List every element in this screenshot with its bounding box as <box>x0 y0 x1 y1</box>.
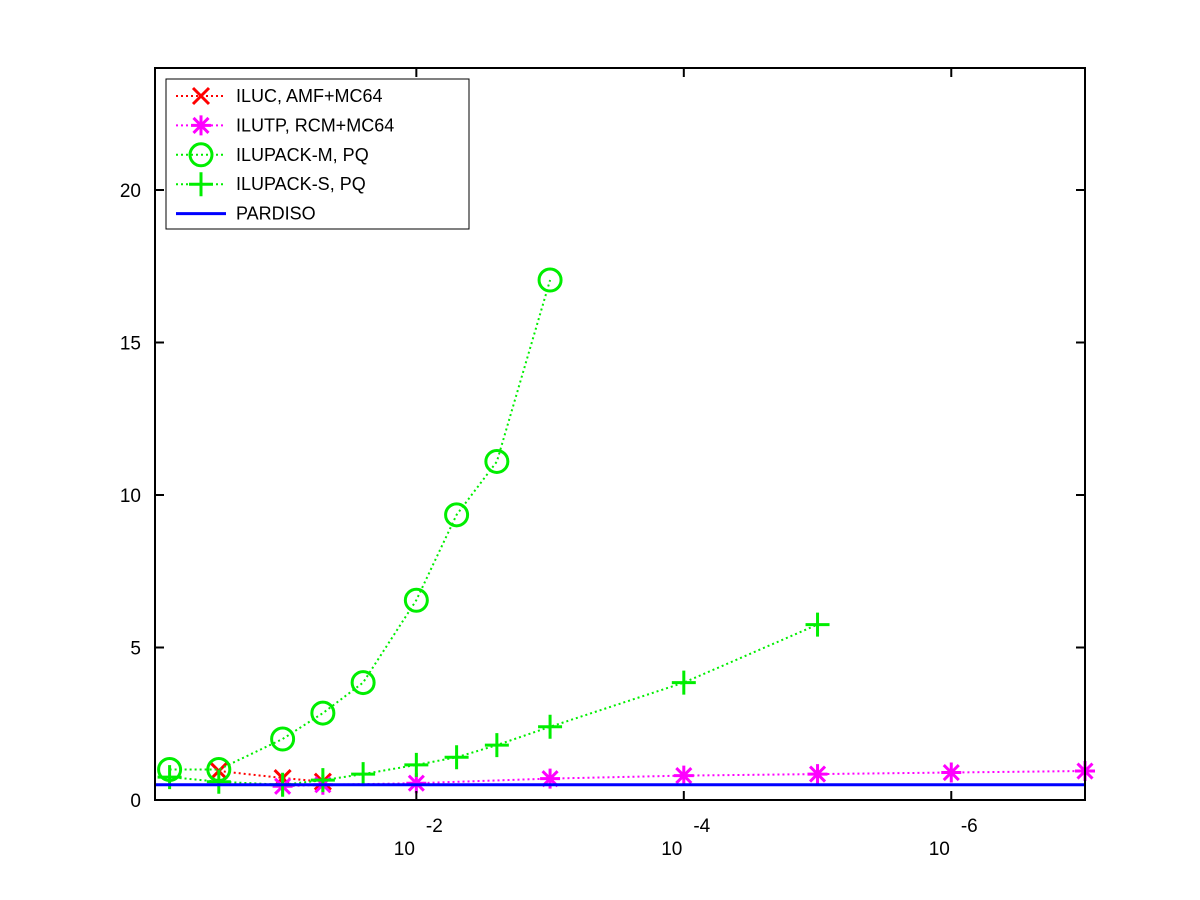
data-point-3-5 <box>404 752 429 777</box>
data-point-1-6 <box>941 762 962 783</box>
legend-marker-1 <box>191 115 211 136</box>
data-point-1-2 <box>406 773 427 794</box>
legend-label-2: ILUPACK-M, PQ <box>236 145 369 165</box>
legend-label-4: PARDISO <box>236 204 316 224</box>
legend-label-1: ILUTP, RCM+MC64 <box>236 115 394 135</box>
x-tick-label-base: 10 <box>929 839 950 860</box>
y-tick-label: 5 <box>130 639 141 660</box>
legend-label-0: ILUC, AMF+MC64 <box>236 86 383 106</box>
legend-item-0: ILUC, AMF+MC64 <box>176 86 383 106</box>
data-point-2-6 <box>444 502 470 528</box>
legend-item-3: ILUPACK-S, PQ <box>176 172 366 197</box>
x-tick-label-base: 10 <box>661 839 682 860</box>
data-point-3-3 <box>310 768 335 793</box>
x-tick-label-base: 10 <box>394 839 415 860</box>
legend-marker-0 <box>191 86 211 106</box>
data-point-2-2 <box>270 726 296 752</box>
legend-label-3: ILUPACK-S, PQ <box>236 174 366 194</box>
data-point-3-8 <box>538 714 563 739</box>
legend-item-2: ILUPACK-M, PQ <box>176 142 369 168</box>
series-line-2 <box>169 279 552 771</box>
axes-layer: 0 5 10 15 20 10 -2 10 -4 10 -6 <box>120 67 1086 860</box>
y-tick-label: 15 <box>120 334 141 355</box>
legend-item-1: ILUTP, RCM+MC64 <box>176 115 394 136</box>
legend-item-4: PARDISO <box>176 204 316 224</box>
data-point-3-4 <box>351 762 376 787</box>
series-line-0 <box>218 770 323 783</box>
data-point-3-9 <box>671 670 696 695</box>
data-point-3-10 <box>805 612 830 637</box>
y-tick-label: 10 <box>120 486 141 507</box>
y-tick-label: 20 <box>120 181 141 202</box>
x-tick-label-exponent: -4 <box>693 816 710 837</box>
data-point-2-8 <box>537 267 563 293</box>
data-point-3-6 <box>444 745 469 770</box>
legend: ILUC, AMF+MC64 ILUTP, RCM+MC64 ILUPACK-M, … <box>165 78 470 230</box>
data-point-2-3 <box>310 700 336 726</box>
data-point-1-4 <box>673 765 694 786</box>
data-point-2-5 <box>403 587 429 613</box>
data-point-3-7 <box>484 733 509 758</box>
data-point-1-3 <box>540 768 561 789</box>
axes-frame <box>154 67 1086 801</box>
series-2 <box>157 267 563 782</box>
legend-marker-2 <box>188 142 214 168</box>
x-tick-label-exponent: -2 <box>426 816 443 837</box>
data-point-1-5 <box>807 764 828 785</box>
y-tick-label: 0 <box>130 791 141 812</box>
x-tick-label-exponent: -6 <box>961 816 978 837</box>
data-point-3-1 <box>206 769 231 794</box>
data-point-2-4 <box>350 670 376 696</box>
legend-marker-3 <box>189 172 213 197</box>
data-point-2-7 <box>484 448 510 474</box>
